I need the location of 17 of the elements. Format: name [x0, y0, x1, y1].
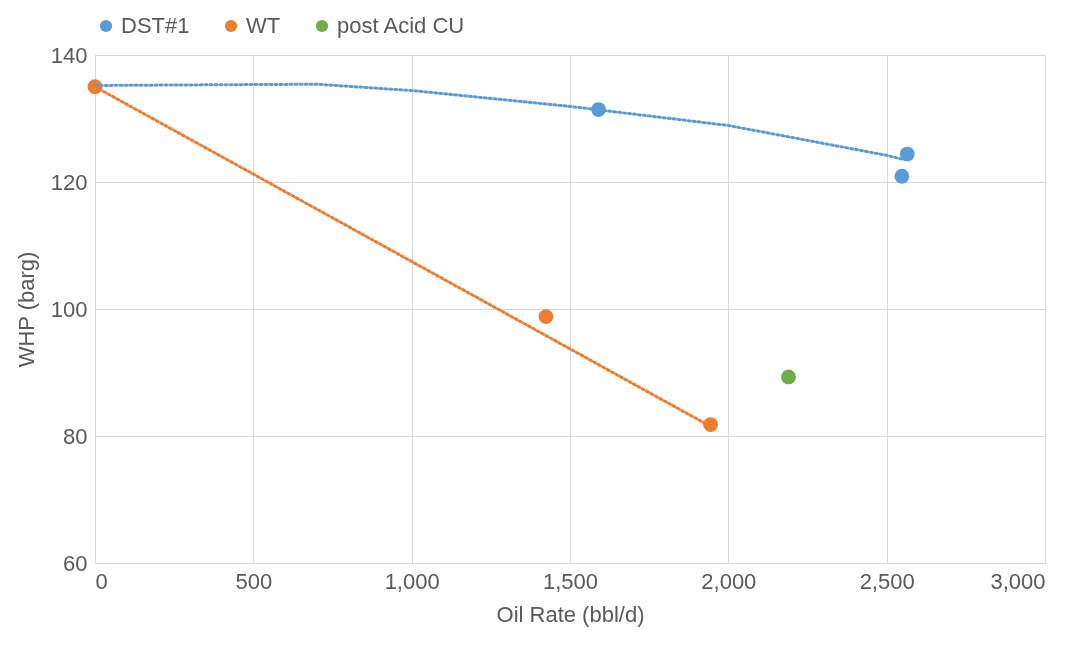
- y-tick-label: 120: [50, 169, 88, 195]
- x-tick-label: 1,500: [542, 568, 599, 594]
- legend-label: DST#1: [121, 13, 190, 38]
- y-axis-title: WHP (barg): [13, 251, 39, 368]
- y-tick-label: 60: [63, 550, 88, 576]
- legend-label: post Acid CU: [337, 13, 465, 38]
- y-tick-label: 100: [50, 296, 88, 322]
- x-axis-title: Oil Rate (bbl/d): [496, 601, 645, 627]
- x-tick-label: 2,000: [701, 568, 757, 594]
- legend-label: WT: [246, 13, 281, 38]
- x-tick-label: 1,000: [384, 568, 440, 594]
- x-tick-label: 0: [95, 568, 108, 594]
- x-tick-label: 500: [235, 568, 273, 594]
- x-tick-label: 2,500: [859, 568, 915, 594]
- y-tick-label: 140: [50, 42, 88, 68]
- y-tick-label: 80: [63, 423, 88, 449]
- x-tick-label: 3,000: [990, 568, 1046, 594]
